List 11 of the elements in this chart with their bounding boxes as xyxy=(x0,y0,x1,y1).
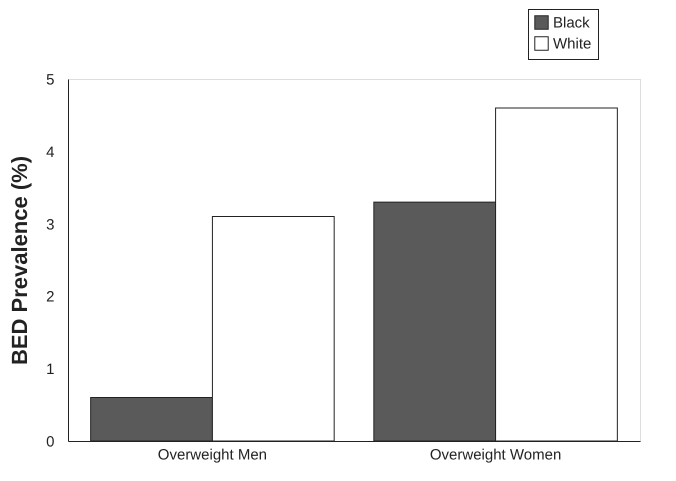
legend-label: Black xyxy=(553,14,590,32)
y-tick-label: 2 xyxy=(46,288,54,306)
y-tick-label: 4 xyxy=(46,144,54,161)
y-axis-title: BED Prevalence (%) xyxy=(7,156,32,366)
y-tick-label: 5 xyxy=(46,72,54,88)
legend-label: White xyxy=(553,36,592,52)
x-tick-label: Overweight Women xyxy=(430,446,562,464)
y-tick-label: 0 xyxy=(46,434,54,450)
y-tick-label: 3 xyxy=(46,216,54,234)
x-tick-label: Overweight Men xyxy=(158,446,268,464)
y-tick-label: 1 xyxy=(46,361,54,378)
